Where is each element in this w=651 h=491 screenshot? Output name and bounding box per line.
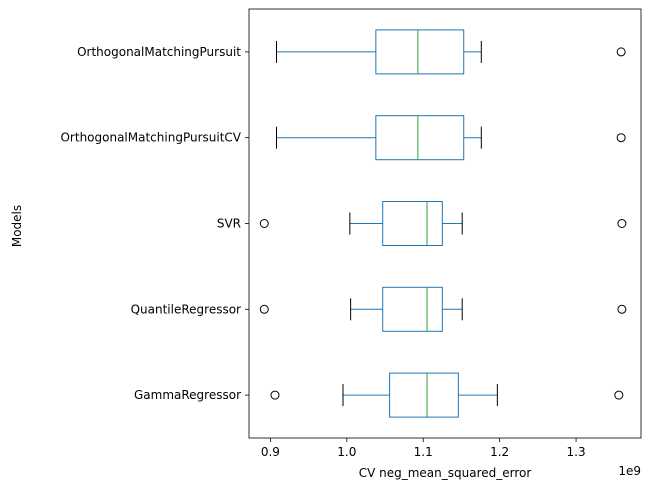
y-tick-label: GammaRegressor (134, 388, 241, 402)
y-axis-ticks: OrthogonalMatchingPursuit OrthogonalMatch… (60, 45, 249, 402)
box-plot-series (259, 29, 627, 418)
x-axis-ticks: 0.9 1.0 1.1 1.2 1.3 (261, 438, 586, 459)
box-svr (259, 201, 627, 246)
x-tick-label: 1.0 (337, 445, 356, 459)
iqr-box (375, 29, 465, 75)
box-gammaregressor (270, 372, 624, 418)
iqr-box (382, 201, 443, 246)
x-tick-label: 0.9 (261, 445, 280, 459)
outlier-point (616, 47, 626, 57)
outlier-point (617, 304, 627, 314)
x-axis-label: CV neg_mean_squared_error (359, 466, 532, 480)
outlier-point (614, 390, 624, 400)
outlier-point (259, 219, 269, 228)
outlier-point (259, 304, 269, 314)
y-axis-label: Models (10, 205, 24, 247)
y-tick-label: QuantileRegressor (131, 302, 241, 316)
box-orthogonalmatchingpursuit (276, 29, 626, 75)
x-tick-label: 1.1 (414, 445, 433, 459)
y-tick-label: OrthogonalMatchingPursuitCV (60, 131, 241, 145)
outlier-point (616, 133, 626, 143)
x-tick-label: 1.3 (567, 445, 586, 459)
iqr-box (382, 286, 443, 332)
x-tick-label: 1.2 (490, 445, 509, 459)
iqr-box (375, 115, 465, 161)
outlier-point (617, 219, 627, 228)
y-tick-label: OrthogonalMatchingPursuit (77, 45, 241, 59)
y-tick-label: SVR (217, 217, 241, 231)
outlier-point (270, 390, 280, 400)
iqr-box (389, 372, 459, 418)
x-axis-offset-label: 1e9 (618, 464, 641, 478)
box-quantileregressor (259, 286, 627, 332)
box-orthogonalmatchingpursuitcv (276, 115, 626, 161)
